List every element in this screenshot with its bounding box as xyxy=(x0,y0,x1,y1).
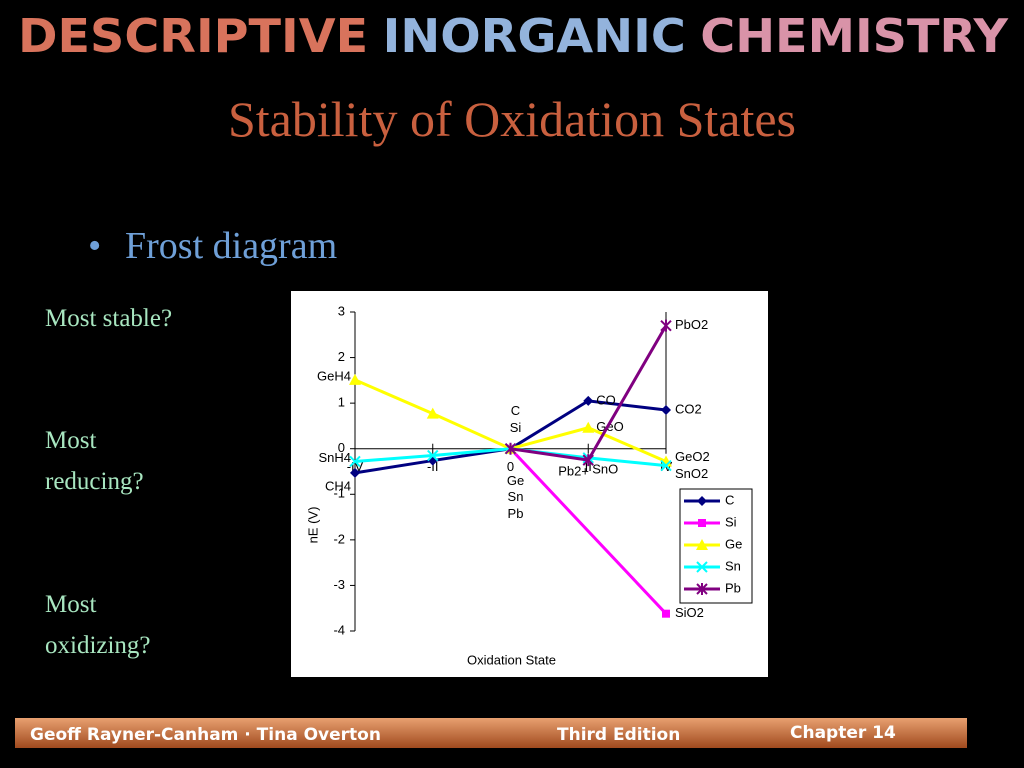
marker xyxy=(426,407,439,419)
footer-authors: Geoff Rayner-Canham · Tina Overton xyxy=(30,725,381,745)
marker xyxy=(696,539,708,550)
point-label: C xyxy=(511,403,520,418)
y-tick-label: -4 xyxy=(333,622,345,637)
legend-label: Sn xyxy=(725,558,741,573)
marker xyxy=(504,442,517,455)
marker xyxy=(660,459,672,472)
y-tick-label: -1 xyxy=(333,486,345,501)
header-word: CHEMISTRY xyxy=(700,9,1008,63)
bullet-dot: • xyxy=(88,225,101,267)
marker xyxy=(698,519,706,527)
point-label: SiO2 xyxy=(675,605,704,620)
marker xyxy=(350,467,360,478)
point-label: GeH4 xyxy=(317,368,351,383)
point-label: GeO2 xyxy=(675,449,710,464)
question: Most reducing? xyxy=(45,427,144,495)
bullet: Frost diagram xyxy=(125,225,337,267)
point-label: Sn xyxy=(508,489,524,504)
marker xyxy=(660,319,672,332)
marker xyxy=(349,455,361,468)
marker xyxy=(661,404,671,415)
question: Most oxidizing? xyxy=(45,591,151,659)
x-tick-label: 0 xyxy=(507,459,514,474)
marker xyxy=(427,449,439,462)
series-line xyxy=(509,447,668,615)
point-label: SnO xyxy=(592,461,618,476)
footer-chapter: Chapter 14 xyxy=(790,723,896,743)
y-tick-label: 0 xyxy=(338,440,345,455)
x-tick-label: -IV xyxy=(347,459,364,474)
point-label: Pb2+ xyxy=(558,464,589,479)
legend-label: C xyxy=(725,492,734,507)
header: DESCRIPTIVE INORGANIC CHEMISTRY xyxy=(18,9,1009,63)
marker xyxy=(582,421,595,433)
footer-edition: Third Edition xyxy=(557,725,680,745)
legend-label: Pb xyxy=(725,580,741,595)
point-label: CH4 xyxy=(325,478,351,493)
x-tick-label: II xyxy=(585,459,592,474)
marker xyxy=(697,496,707,506)
point-label: SnO2 xyxy=(675,466,708,481)
point-label: CO2 xyxy=(675,401,702,416)
point-label: PbO2 xyxy=(675,317,708,332)
y-tick-label: -2 xyxy=(333,531,345,546)
point-label: Ge xyxy=(507,473,524,488)
marker xyxy=(662,609,670,618)
y-tick-label: 2 xyxy=(338,349,345,364)
header-word: DESCRIPTIVE xyxy=(18,9,368,63)
x-axis-title: Oxidation State xyxy=(467,652,556,667)
y-tick-label: 1 xyxy=(338,395,345,410)
header-word: INORGANIC xyxy=(383,9,686,63)
point-label: GeO xyxy=(596,419,623,434)
slide-title: Stability of Oxidation States xyxy=(228,91,796,147)
point-label: Si xyxy=(510,420,522,435)
question: Most stable? xyxy=(45,305,173,332)
point-label: Pb xyxy=(508,506,524,521)
y-tick-label: 3 xyxy=(338,303,345,318)
chart-background xyxy=(291,291,768,677)
marker xyxy=(696,583,708,595)
marker xyxy=(349,373,361,385)
legend-label: Si xyxy=(725,514,737,529)
y-tick-label: -3 xyxy=(333,577,345,592)
legend-label: Ge xyxy=(725,536,742,551)
marker xyxy=(582,454,594,467)
point-label: SnH4 xyxy=(318,450,351,465)
y-axis-title: nE (V) xyxy=(305,507,320,544)
point-label: CO xyxy=(596,392,616,407)
marker xyxy=(583,395,594,406)
footer-bar xyxy=(15,718,967,748)
x-tick-label: -II xyxy=(427,459,439,474)
marker xyxy=(696,561,708,573)
